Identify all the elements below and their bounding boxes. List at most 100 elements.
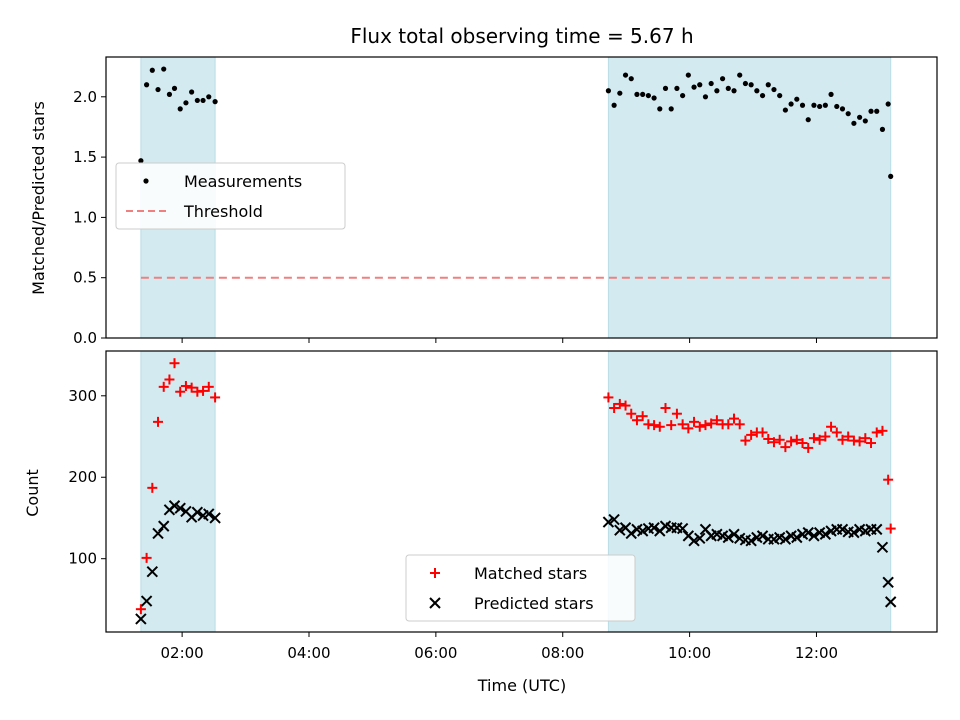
predicted-star-point (876, 541, 889, 553)
predicted-star-point (884, 596, 897, 608)
top-panel: 0.00.51.01.52.0 Matched/Predicted stars … (29, 56, 938, 347)
bottom-panel: 100 200 300 02:00 04:00 06:00 08:00 10:00 12:00… (23, 350, 938, 695)
predicted-star-point (168, 500, 181, 512)
matched-star-point (186, 382, 197, 393)
top-y-tick-label: 0.5 (73, 269, 97, 287)
measurement-point (702, 94, 709, 100)
matched-star-point (740, 435, 751, 446)
measurement-point (771, 86, 777, 93)
measurement-point (862, 118, 868, 124)
measurement-point (845, 111, 851, 117)
matched-star-point (660, 403, 671, 414)
matched-star-point (837, 434, 848, 445)
predicted-star-point (174, 502, 186, 514)
matched-star-point (654, 421, 665, 432)
predicted-star-point (745, 535, 757, 547)
matched-star-point (210, 392, 221, 403)
predicted-star-point (848, 526, 860, 539)
predicted-star-point (152, 527, 164, 540)
predicted-star-point (808, 530, 820, 542)
bottom-y-tick-label: 100 (68, 550, 97, 568)
predicted-star-point (756, 530, 769, 542)
measurement-point (754, 88, 760, 94)
measurement-point (714, 88, 720, 94)
top-y-axis: 0.0 0.5 1.0 1.5 2.0 (73, 88, 106, 347)
measurement-point (149, 67, 155, 73)
predicted-star-point (625, 527, 637, 540)
x-tick-label: 10:00 (668, 644, 711, 662)
measurement-point (817, 103, 823, 110)
matched-star-point (666, 420, 677, 431)
x-axis-label: Time (UTC) (477, 676, 566, 695)
measurement-point (788, 101, 794, 107)
matched-star-point (877, 425, 888, 436)
measurement-points (138, 66, 894, 179)
measurement-point (834, 103, 840, 110)
measurement-point (828, 91, 834, 97)
measurement-point (765, 82, 771, 88)
matched-star-point (871, 427, 882, 438)
measurement-point (206, 94, 212, 100)
matched-star-point (203, 381, 214, 392)
measurement-point (691, 84, 697, 90)
matched-star-point (797, 438, 808, 449)
bottom-y-axis-label: Count (23, 469, 42, 517)
predicted-star-point (802, 526, 814, 539)
predicted-star-point (648, 522, 660, 534)
measurement-point (697, 82, 703, 88)
matched-star-point (803, 442, 814, 453)
measurement-point (874, 108, 880, 114)
matched-star-point (723, 419, 734, 430)
measurement-point (611, 102, 617, 108)
matched-star-point (729, 413, 740, 424)
predicted-star-point (836, 523, 849, 536)
measurement-point (725, 85, 731, 91)
matched-star-point (768, 437, 779, 448)
measurement-point (851, 120, 857, 126)
matched-star-point (158, 381, 169, 392)
matched-star-point (180, 381, 191, 392)
bottom-legend: Matched stars Predicted stars (405, 554, 636, 622)
legend-predicted-label: Predicted stars (474, 594, 594, 613)
matched-stars-points (135, 358, 896, 615)
measurement-point (868, 108, 874, 114)
measurement-point (622, 72, 629, 78)
predicted-star-point (191, 506, 204, 518)
matched-star-point (706, 418, 717, 429)
matched-star-point (866, 438, 877, 449)
measurement-point (748, 82, 754, 88)
measurement-point (212, 99, 218, 105)
measurement-point (680, 92, 686, 99)
measurement-point (742, 80, 749, 87)
matched-star-point (649, 420, 660, 431)
measurement-point (759, 92, 766, 99)
bottom-x-axis: 02:00 04:00 06:00 08:00 10:00 12:00 (161, 632, 838, 662)
matched-star-point (883, 474, 894, 485)
predicted-star-point (779, 533, 792, 545)
shaded-interval-1 (607, 350, 892, 633)
measurement-point (161, 66, 167, 72)
predicted-star-point (676, 522, 689, 535)
measurement-point (651, 95, 657, 101)
bottom-y-axis: 100 200 300 (68, 387, 106, 568)
measurement-point (811, 102, 817, 108)
measurement-point (628, 76, 634, 82)
x-tick-label: 08:00 (541, 644, 584, 662)
measurement-point (794, 96, 800, 102)
predicted-star-point (140, 595, 153, 607)
top-y-tick-label: 1.5 (73, 148, 97, 166)
top-y-tick-label: 0.0 (73, 329, 97, 347)
matched-star-point (603, 392, 614, 403)
measurement-point (885, 101, 891, 107)
measurement-point (685, 72, 691, 78)
measurement-point (634, 91, 640, 97)
matched-star-point (620, 400, 631, 411)
predicted-star-point (722, 531, 735, 544)
measurement-point (177, 106, 183, 112)
matched-star-point (746, 429, 757, 440)
matched-star-point (689, 416, 700, 427)
legend-measurements-label: Measurements (184, 172, 302, 191)
measurement-point (645, 92, 651, 99)
top-legend-box (115, 162, 346, 230)
